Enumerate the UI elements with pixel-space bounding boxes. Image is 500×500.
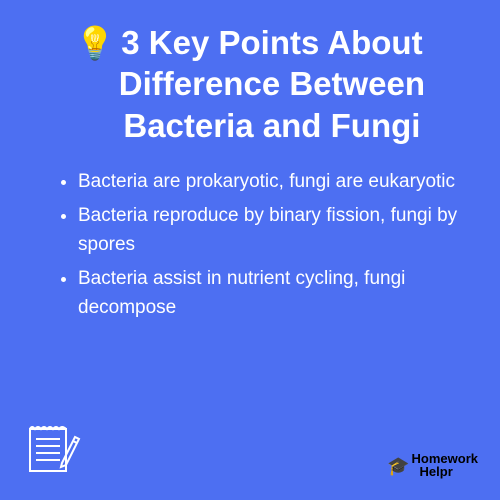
lightbulb-icon: 💡	[75, 24, 115, 62]
title-line-2: Difference Between	[119, 65, 425, 102]
notepad-icon	[22, 417, 82, 480]
page-title: 3 Key Points About Difference Between Ba…	[119, 22, 425, 146]
graduation-cap-icon: 🎓	[387, 457, 409, 475]
logo-text: Homework Helpr	[412, 453, 478, 478]
title-line-3: Bacteria and Fungi	[123, 107, 420, 144]
brand-logo: 🎓 Homework Helpr	[387, 453, 478, 478]
infographic-container: 💡 3 Key Points About Difference Between …	[0, 0, 500, 350]
bullet-list: Bacteria are prokaryotic, fungi are euka…	[30, 168, 470, 323]
list-item: Bacteria assist in nutrient cycling, fun…	[78, 265, 460, 322]
list-item: Bacteria reproduce by binary fission, fu…	[78, 202, 460, 259]
header: 💡 3 Key Points About Difference Between …	[30, 22, 470, 146]
list-item: Bacteria are prokaryotic, fungi are euka…	[78, 168, 460, 197]
title-line-1: 3 Key Points About	[121, 24, 422, 61]
logo-text-bottom: Helpr	[412, 466, 478, 478]
